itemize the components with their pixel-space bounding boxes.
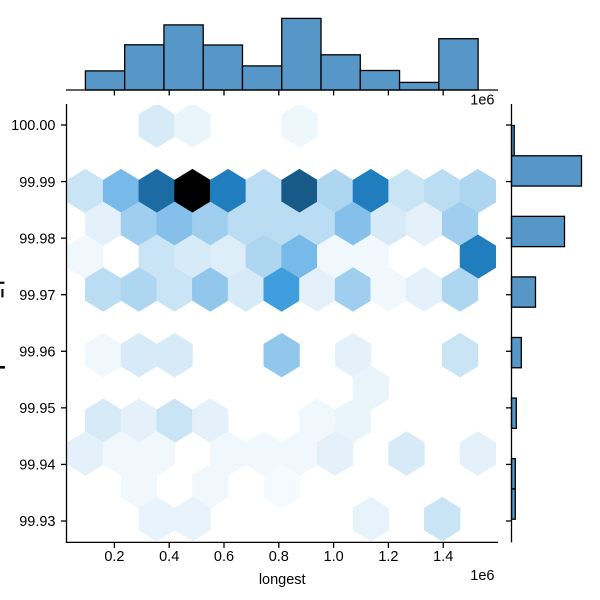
svg-text:99.96: 99.96 xyxy=(19,344,55,360)
svg-text:99.97: 99.97 xyxy=(19,288,55,304)
svg-text:1.2: 1.2 xyxy=(378,549,398,565)
svg-text:0.4: 0.4 xyxy=(159,549,179,565)
svg-text:1.0: 1.0 xyxy=(324,549,344,565)
svg-text:99.93: 99.93 xyxy=(19,514,55,530)
svg-text:1e6: 1e6 xyxy=(470,93,494,109)
svg-text:99.99: 99.99 xyxy=(19,175,55,191)
svg-text:99.98: 99.98 xyxy=(19,231,55,247)
svg-text:0.2: 0.2 xyxy=(104,549,124,565)
svg-text:longest: longest xyxy=(259,572,306,588)
svg-text:99.95: 99.95 xyxy=(19,401,55,417)
svg-text:100.00: 100.00 xyxy=(11,118,55,134)
svg-text:99.94: 99.94 xyxy=(19,458,55,474)
svg-text:1e6: 1e6 xyxy=(470,568,494,584)
svg-text:1.4: 1.4 xyxy=(433,549,453,565)
svg-text:0.6: 0.6 xyxy=(214,549,234,565)
svg-text:0.8: 0.8 xyxy=(269,549,289,565)
